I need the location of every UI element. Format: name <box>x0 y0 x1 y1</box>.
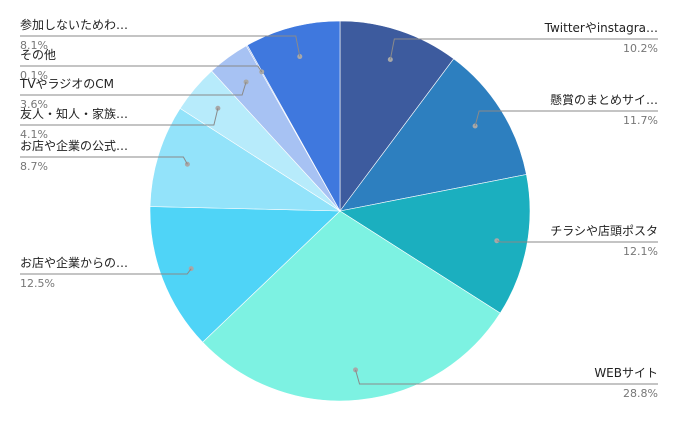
slice-label: その他 <box>20 48 56 62</box>
leader-lines <box>20 35 658 385</box>
slice-percent-label: 8.1% <box>20 39 48 52</box>
slice-percent-label: 3.6% <box>20 98 48 111</box>
leader-line <box>20 65 263 73</box>
pie-slice <box>246 20 341 213</box>
slice-percent-label: 12.5% <box>20 277 55 290</box>
slice-percent-label: 0.1% <box>20 69 48 82</box>
slice-percent-label: 10.2% <box>623 42 658 55</box>
pie-slice <box>339 20 455 212</box>
pie-slice <box>339 58 527 212</box>
leader-line <box>20 268 192 275</box>
leader-line <box>474 110 658 127</box>
slice-label: WEBサイト <box>594 366 658 380</box>
pie-slices <box>149 20 531 402</box>
leader-line <box>20 156 188 165</box>
leader-line <box>355 369 658 385</box>
slice-label: 懸賞のまとめサイ… <box>550 93 658 107</box>
slice-label: Twitterやinstagra… <box>544 21 658 35</box>
slice-percent-label: 28.8% <box>623 387 658 400</box>
slice-label: TVやラジオのCM <box>19 77 114 91</box>
pie-slice <box>149 206 341 343</box>
slice-label: お店や企業の公式… <box>20 138 128 153</box>
leader-line <box>20 81 247 96</box>
slice-percent-label: 12.1% <box>623 245 658 258</box>
leader-line <box>20 108 219 126</box>
pie-slice <box>202 210 501 402</box>
slice-percent-label: 11.7% <box>623 114 658 127</box>
slice-percent-label: 8.7% <box>20 160 48 173</box>
slice-labels: Twitterやinstagra… 10.2% 懸賞のまとめサイ… 11.7% チラシや… <box>19 17 658 400</box>
slice-label: チラシや店頭ポスタ <box>550 224 658 238</box>
slice-label: 参加しないためわ… <box>20 17 128 32</box>
leader-line <box>20 35 301 57</box>
pie-slice <box>149 107 342 212</box>
leader-line <box>389 38 658 60</box>
slice-label: お店や企業からの… <box>20 255 128 270</box>
slice-label: 友人・知人・家族… <box>20 106 128 121</box>
leader-line <box>496 240 658 243</box>
pie-slice <box>339 174 531 314</box>
slice-percent-label: 4.1% <box>20 128 48 141</box>
